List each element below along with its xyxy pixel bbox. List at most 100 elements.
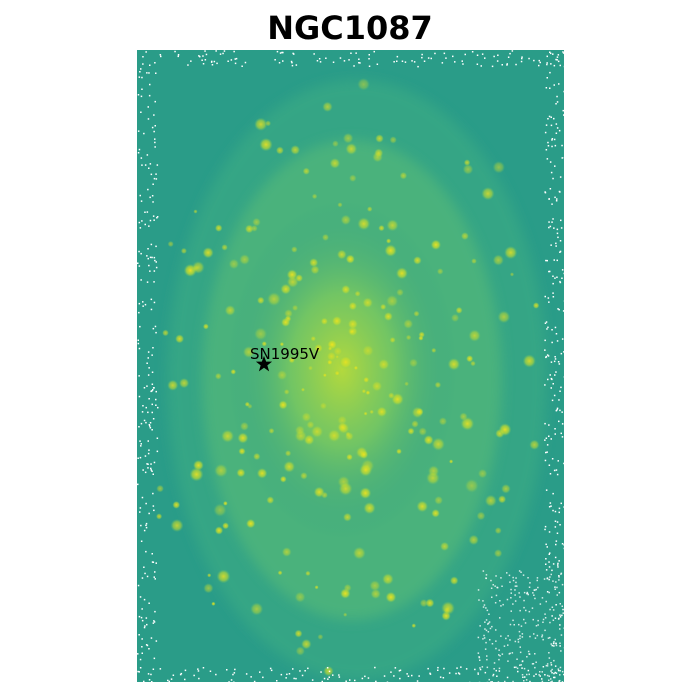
bright-knot	[309, 258, 319, 268]
bright-knot	[261, 341, 267, 347]
noise-speck	[546, 546, 548, 548]
noise-speck	[556, 259, 558, 262]
bright-knot	[322, 373, 328, 378]
bright-knot	[252, 217, 261, 227]
noise-speck	[262, 676, 264, 679]
noise-speck	[140, 540, 143, 542]
noise-speck	[548, 506, 551, 508]
noise-speck	[153, 461, 156, 464]
bright-knot	[383, 311, 393, 322]
noise-speck	[553, 64, 556, 67]
noise-speck	[551, 139, 553, 141]
noise-speck	[148, 225, 150, 227]
noise-speck	[491, 643, 494, 645]
noise-speck	[534, 666, 536, 669]
noise-speck	[555, 371, 557, 373]
noise-speck	[490, 579, 492, 582]
noise-speck	[549, 161, 552, 163]
noise-speck	[554, 144, 557, 147]
noise-speck	[152, 505, 155, 507]
noise-speck	[495, 575, 497, 577]
noise-speck	[556, 521, 559, 523]
noise-speck	[142, 63, 144, 65]
noise-speck	[144, 572, 146, 575]
noise-speck	[154, 138, 156, 140]
bright-knot	[223, 501, 228, 506]
noise-speck	[138, 347, 141, 350]
noise-speck	[549, 576, 551, 578]
bright-knot	[331, 315, 343, 327]
bright-knot	[221, 429, 235, 443]
bright-knot	[532, 302, 540, 309]
bright-knot	[423, 435, 434, 445]
noise-speck	[144, 223, 146, 226]
noise-speck	[561, 423, 564, 425]
noise-speck	[139, 194, 141, 197]
bright-knot	[443, 606, 451, 614]
noise-speck	[479, 625, 481, 627]
noise-speck	[148, 679, 151, 681]
noise-speck	[140, 157, 143, 159]
noise-speck	[491, 625, 493, 628]
noise-speck	[516, 585, 518, 587]
noise-speck	[519, 635, 521, 637]
noise-speck	[155, 173, 157, 175]
bright-knot	[450, 313, 460, 323]
bright-knot	[343, 612, 348, 617]
noise-speck	[233, 681, 235, 682]
bright-knot	[359, 450, 369, 460]
noise-speck	[361, 677, 364, 680]
noise-speck	[140, 252, 142, 255]
noise-speck	[563, 544, 564, 546]
bright-knot	[363, 376, 370, 383]
noise-speck	[541, 678, 543, 680]
noise-speck	[479, 668, 482, 671]
noise-speck	[548, 578, 550, 581]
edge-noise	[137, 50, 564, 682]
noise-speck	[527, 577, 529, 579]
noise-speck	[507, 635, 509, 637]
noise-speck	[552, 383, 554, 385]
noise-speck	[537, 586, 539, 589]
noise-speck	[462, 63, 464, 65]
noise-speck	[552, 282, 554, 285]
bright-knot	[307, 365, 314, 371]
noise-speck	[559, 409, 561, 412]
noise-speck	[517, 670, 519, 673]
noise-speck	[555, 200, 558, 202]
bright-knot	[319, 402, 328, 410]
noise-speck	[141, 619, 144, 622]
noise-speck	[319, 61, 322, 63]
bright-knot	[370, 588, 381, 600]
noise-speck	[544, 339, 546, 342]
noise-speck	[518, 623, 520, 626]
noise-speck	[152, 389, 154, 391]
noise-speck	[541, 680, 544, 682]
noise-speck	[560, 352, 563, 355]
noise-speck	[548, 270, 550, 273]
noise-speck	[550, 670, 552, 672]
noise-speck	[558, 560, 560, 562]
noise-speck	[548, 591, 550, 594]
bright-knot	[156, 513, 163, 520]
bright-knot	[278, 400, 288, 410]
noise-speck	[354, 679, 356, 682]
noise-speck	[399, 669, 402, 671]
bright-knot	[288, 356, 296, 364]
noise-speck	[139, 596, 142, 598]
noise-speck	[484, 57, 486, 59]
bright-knot	[189, 467, 204, 482]
bright-knot	[498, 423, 512, 436]
noise-speck	[528, 57, 530, 60]
noise-speck	[543, 578, 546, 580]
noise-speck	[546, 55, 548, 58]
noise-speck	[197, 668, 199, 670]
noise-speck	[538, 64, 540, 67]
noise-speck	[552, 609, 555, 611]
noise-speck	[150, 390, 152, 393]
noise-speck	[151, 681, 153, 682]
noise-speck	[478, 599, 480, 601]
bright-knot	[371, 380, 383, 392]
noise-speck	[367, 677, 370, 679]
noise-speck	[149, 256, 152, 259]
